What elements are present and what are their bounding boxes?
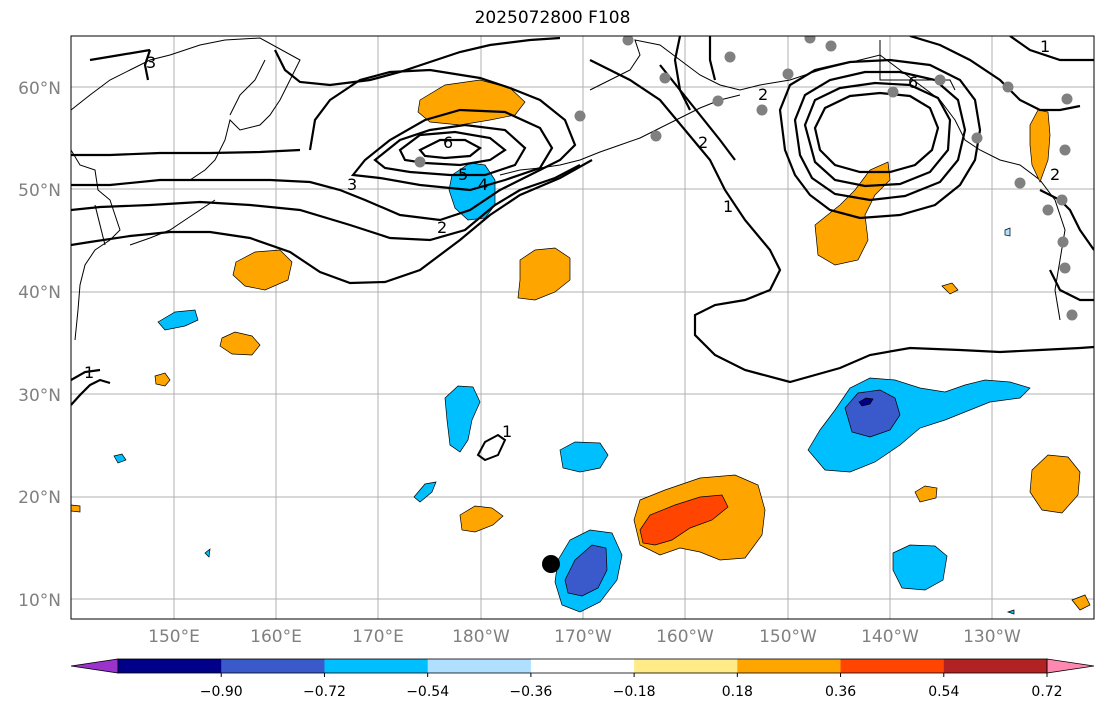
gridlines [71,36,1094,619]
colorbar-extend-high [1046,658,1095,674]
longitude-labels: 150°E 160°E 170°E 180°W 170°W 160°W 150°… [148,627,1021,647]
contour-label: 1 [1040,37,1050,56]
lon-label: 140°W [861,627,919,647]
contour-label: 3 [146,53,156,72]
lat-label: 40°N [18,283,61,303]
contour-label: 2 [758,85,768,104]
contour-label: 6 [908,73,918,92]
lon-label: 160°E [250,627,302,647]
contour-label: 1 [723,197,733,216]
contour-label: 4 [478,175,488,194]
map-frame [70,35,1095,620]
lat-label: 60°N [18,79,61,99]
contour-lines [71,36,1094,406]
map-area [71,36,1094,619]
negative-anomaly-regions [113,162,1031,615]
lon-label: 160°W [656,627,714,647]
lat-label: 10°N [18,591,61,611]
colorbar-tick-label: 0.54 [928,684,959,700]
colorbar-tick-label: −0.90 [200,684,243,700]
contour-label: 2 [1050,165,1060,184]
contour-label: 5 [458,165,468,184]
contour-label: 3 [347,175,357,194]
colorbar-tick-label: 0.36 [825,684,856,700]
contour-label: 1 [84,363,94,382]
colorbar-tick-label: −0.18 [613,684,656,700]
colorbar-tick-label: 0.18 [722,684,753,700]
latitude-labels: 60°N 50°N 40°N 30°N 20°N 10°N [18,79,61,611]
contour-label: 1 [502,422,512,441]
lon-label: 130°W [963,627,1021,647]
colorbar-tick-label: −0.54 [406,684,449,700]
colorbar-segment [118,659,222,673]
colorbar-outline [117,658,1048,674]
contour-label-group: 3 6 5 4 3 2 2 1 6 2 1 1 1 2 [84,37,1060,441]
colorbar-segment [943,659,1048,673]
contour-label: 6 [443,133,453,152]
contour-label: 2 [698,133,708,152]
colorbar-segment [221,659,325,673]
plot-title: 2025072800 F108 [474,8,631,28]
colorbar-segment [634,659,738,673]
lat-label: 50°N [18,181,61,201]
lat-label: 30°N [18,386,61,406]
lon-label: 150°E [148,627,200,647]
lon-label: 170°E [352,627,404,647]
station-dots [414,36,1078,321]
colorbar: −0.90 −0.72 −0.54 −0.36 −0.18 0.18 0.36 0.54 0.7… [70,658,1095,700]
storm-position-marker [542,555,560,573]
colorbar-tick-label: 0.72 [1031,684,1062,700]
contour-label: 2 [437,218,447,237]
colorbar-tick-label: −0.36 [509,684,552,700]
lon-label: 150°W [759,627,817,647]
lon-label: 180°W [452,627,510,647]
lon-label: 170°W [554,627,612,647]
colorbar-segment [737,659,842,673]
colorbar-tick-label: −0.72 [303,684,346,700]
colorbar-segment [530,659,635,673]
positive-anomaly-regions [71,79,1091,611]
lat-label: 20°N [18,488,61,508]
colorbar-segment [324,659,429,673]
colorbar-segment [840,659,945,673]
colorbar-extend-low [70,658,119,674]
colorbar-segment [427,659,532,673]
